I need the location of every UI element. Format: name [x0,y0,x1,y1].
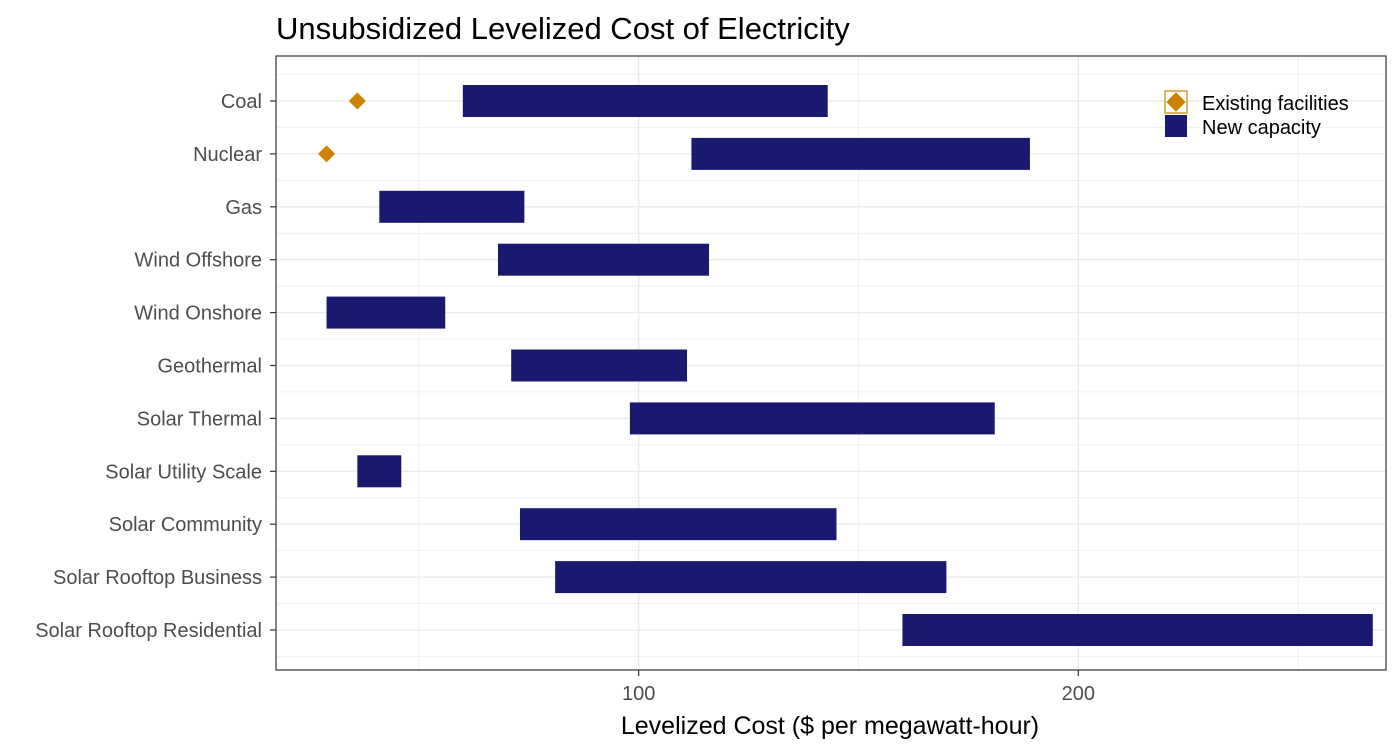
x-tick-label: 200 [1062,683,1095,705]
bar-wind-offshore [498,243,710,276]
y-tick-label: Wind Offshore [135,250,262,272]
bar-solar-rooftop-residential [902,614,1373,646]
chart-title: Unsubsidized Levelized Cost of Electrici… [276,11,850,46]
bar-coal [462,85,828,117]
y-axis: Coal Nuclear Gas Wind Offshore Wind Onshore G… [35,91,276,642]
bar-nuclear [691,137,1030,170]
bar-solar-community [519,508,837,541]
x-axis: 100 200 [622,670,1095,705]
y-tick-label: Solar Community [109,514,262,536]
legend-label-new: New capacity [1202,117,1321,139]
y-tick-label: Coal [221,91,262,113]
legend-label-existing: Existing facilities [1202,93,1349,115]
y-tick-label: Solar Rooftop Business [53,567,262,589]
x-tick-label: 100 [622,683,655,705]
grid-major [276,56,1386,670]
point-nuclear [318,145,336,163]
bar-solar-thermal [629,402,995,435]
y-tick-label: Solar Thermal [137,408,262,430]
legend-key-new [1165,115,1187,137]
bar-wind-onshore [326,296,446,329]
bar-solar-rooftop-business [555,561,947,594]
y-tick-label: Solar Rooftop Residential [35,620,262,642]
point-coal [348,92,366,110]
bar-gas [379,190,525,223]
bar-solar-utility-scale [357,455,402,488]
legend: Existing facilities New capacity [1164,90,1349,139]
y-tick-label: Geothermal [158,356,263,378]
legend-diamond-icon [1166,92,1186,112]
bar-geothermal [511,349,688,382]
plot-border [275,55,1387,671]
y-tick-label: Wind Onshore [134,303,262,325]
points [318,92,366,163]
y-tick-label: Solar Utility Scale [105,461,262,483]
y-tick-label: Gas [225,197,262,219]
x-axis-label: Levelized Cost ($ per megawatt-hour) [621,712,1039,740]
bars [326,85,1373,646]
y-tick-label: Nuclear [193,144,262,166]
grid-minor [276,56,1386,670]
